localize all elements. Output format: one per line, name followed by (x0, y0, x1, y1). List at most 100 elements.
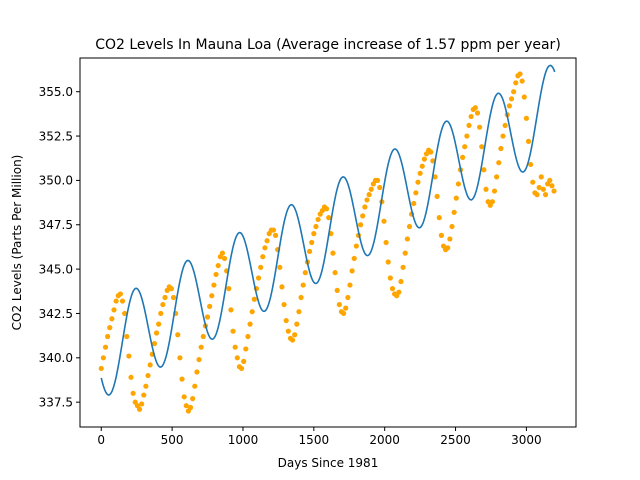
data-point (298, 294, 304, 301)
data-point (413, 190, 419, 196)
data-point (119, 298, 126, 304)
data-point (415, 179, 421, 185)
chart-title: CO2 Levels In Mauna Loa (Average increas… (95, 37, 561, 53)
data-point (183, 403, 189, 409)
data-point (143, 383, 149, 389)
data-point (353, 243, 359, 249)
data-point (421, 156, 427, 162)
data-point (113, 298, 119, 304)
data-point (300, 282, 306, 288)
plot-content (98, 64, 557, 414)
data-point (124, 333, 130, 340)
x-tick-label: 1000 (228, 433, 259, 447)
data-point (449, 223, 455, 230)
data-point (181, 394, 187, 400)
data-point (540, 186, 547, 192)
axes-frame (79, 57, 577, 428)
data-point (258, 264, 264, 270)
data-point (445, 245, 451, 251)
data-point (279, 284, 285, 290)
data-point (198, 344, 204, 350)
data-point (351, 255, 357, 262)
data-point (177, 355, 183, 361)
data-point (402, 250, 408, 256)
data-point (326, 215, 332, 221)
data-point (207, 303, 213, 309)
data-point (357, 222, 364, 228)
data-point (506, 103, 512, 109)
data-point (368, 186, 374, 192)
data-point (340, 310, 347, 317)
data-point (187, 404, 194, 411)
data-point (264, 238, 270, 244)
data-point (230, 328, 236, 334)
data-point (387, 275, 393, 281)
data-point (383, 239, 389, 246)
data-point (200, 333, 206, 340)
data-point (398, 278, 404, 285)
data-point (330, 250, 336, 256)
data-point (241, 358, 247, 364)
data-point (100, 355, 106, 361)
data-point (289, 337, 296, 343)
data-point (481, 167, 487, 173)
data-point (336, 301, 342, 308)
data-point (428, 149, 434, 155)
data-point (521, 94, 527, 100)
data-point (158, 310, 164, 317)
data-point (434, 193, 440, 199)
data-point (194, 369, 200, 375)
data-point (98, 365, 104, 372)
data-point (153, 330, 160, 336)
data-point (130, 390, 136, 396)
data-point (343, 305, 349, 311)
data-point (525, 138, 532, 144)
data-point (221, 255, 228, 262)
data-point (219, 250, 226, 256)
data-point (364, 197, 370, 203)
data-point (385, 259, 391, 265)
data-point (375, 177, 381, 184)
data-point (500, 133, 506, 139)
data-point (141, 392, 147, 398)
data-point (168, 286, 175, 292)
y-axis: 337.5 340.0 342.5 345.0 347.5 350.0 352.5 355.0 (39, 85, 80, 409)
data-point (462, 144, 468, 150)
data-point (549, 183, 555, 189)
data-point (228, 307, 234, 313)
data-point (438, 232, 444, 238)
data-point (111, 307, 117, 313)
data-point (147, 362, 153, 368)
x-tick-label: 2500 (440, 433, 471, 447)
data-point (192, 383, 198, 389)
data-point (536, 184, 542, 191)
data-point (323, 206, 330, 212)
data-point (474, 110, 481, 116)
data-point (498, 145, 504, 152)
data-point (360, 213, 366, 219)
data-point (349, 268, 355, 274)
data-point (109, 316, 115, 322)
data-point (547, 177, 553, 184)
data-point (162, 294, 168, 301)
y-tick-label: 355.0 (39, 85, 73, 99)
data-point (542, 192, 549, 198)
data-point (151, 341, 157, 347)
data-point (234, 355, 240, 361)
data-point (315, 216, 321, 223)
data-point (292, 332, 298, 338)
data-point (513, 80, 519, 86)
data-point (145, 372, 151, 379)
data-point (551, 188, 557, 194)
data-point (160, 301, 166, 308)
y-axis-label: CO2 Levels (Parts Per Million) (10, 155, 24, 331)
y-tick-label: 350.0 (39, 174, 73, 188)
data-point (406, 223, 413, 230)
data-point (453, 195, 459, 201)
data-point (362, 204, 368, 210)
data-point (464, 133, 470, 139)
data-point (179, 376, 185, 382)
y-tick-label: 345.0 (39, 262, 73, 276)
